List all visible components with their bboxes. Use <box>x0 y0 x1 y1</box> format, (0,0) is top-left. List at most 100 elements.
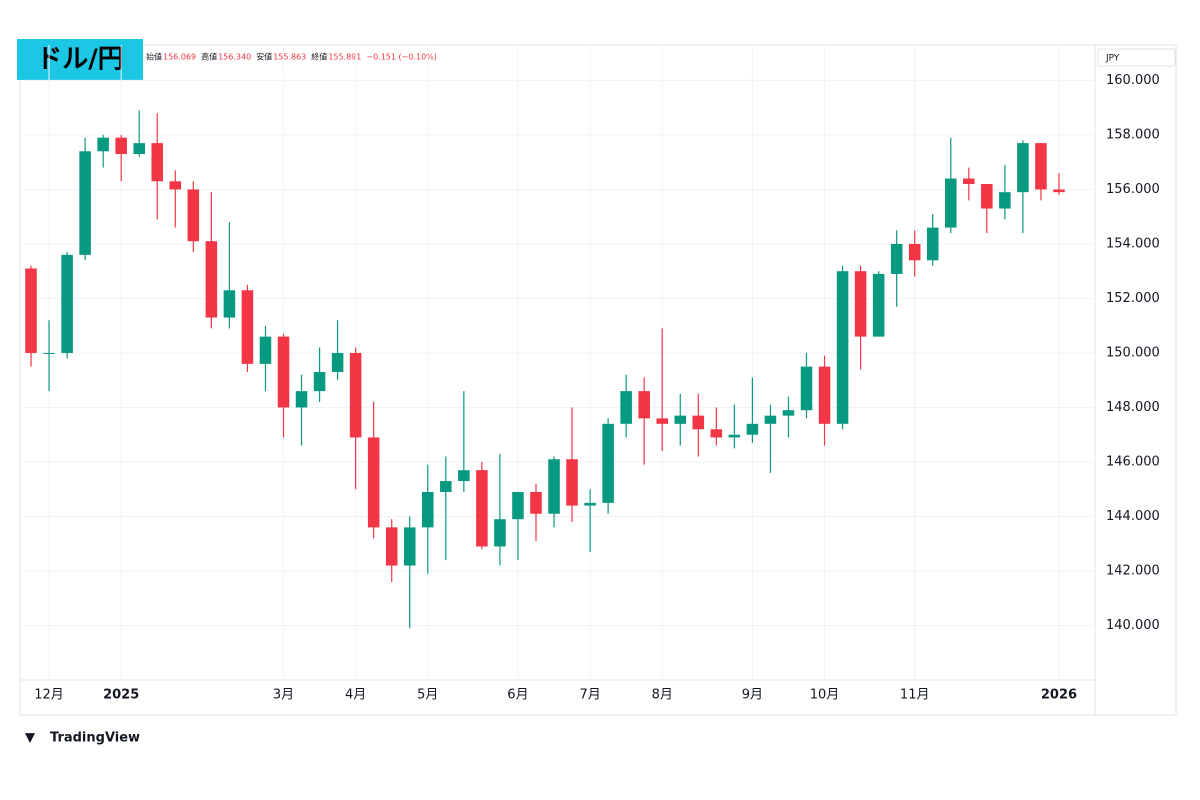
x-tick-label: 12月 <box>34 688 64 703</box>
candle-body <box>1035 143 1047 190</box>
candle-body <box>115 137 127 155</box>
candle-body <box>205 241 218 318</box>
candle-body <box>566 459 578 506</box>
x-tick-label: 8月 <box>652 688 673 703</box>
candle-body <box>656 418 668 424</box>
candle-body <box>764 415 777 424</box>
candle-body <box>476 470 488 547</box>
header-label: 安値 <box>256 52 272 62</box>
candle-body <box>782 410 795 416</box>
y-tick-label: 154.000 <box>1106 236 1160 251</box>
ohlc-header: 始値 156.069 高値 156.340 安値 155.863 終値 155.891 −0.1… <box>146 52 437 62</box>
candle-body <box>223 290 236 318</box>
candle-body <box>999 192 1011 209</box>
candle-body <box>79 151 91 255</box>
currency-label: JPY <box>1105 54 1120 64</box>
chart-title: ドル/円 <box>36 45 124 75</box>
candle-body <box>854 271 867 337</box>
x-tick-label: 7月 <box>579 688 600 703</box>
y-tick-label: 158.000 <box>1106 127 1160 142</box>
candle-body <box>981 183 993 209</box>
candle-body <box>584 502 596 506</box>
svg-text:▼: ▼ <box>25 731 35 746</box>
candle-body <box>710 429 723 438</box>
candle-body <box>945 178 957 228</box>
candle-body <box>458 470 470 482</box>
header-label: 終値 <box>311 52 327 62</box>
candle-body <box>530 491 542 514</box>
header-value: 156.340 <box>218 53 251 62</box>
candle-body <box>800 366 813 411</box>
x-tick-label: 3月 <box>273 688 294 703</box>
header-label: 高値 <box>201 52 217 62</box>
y-tick-label: 148.000 <box>1106 400 1160 415</box>
candle-body <box>313 372 326 392</box>
title-box <box>17 39 143 80</box>
header-value: 155.891 <box>328 53 361 62</box>
candle-body <box>151 143 164 182</box>
candle-body <box>97 137 109 152</box>
y-tick-label: 160.000 <box>1106 73 1160 88</box>
candle-body <box>602 423 614 503</box>
candle-body <box>963 178 975 184</box>
y-tick-label: 150.000 <box>1106 345 1160 360</box>
candle-body <box>692 415 705 430</box>
candle-body <box>512 491 524 520</box>
candle-body <box>133 143 145 155</box>
candle-body <box>169 181 182 190</box>
candle-body <box>422 491 434 528</box>
x-tick-label: 11月 <box>900 688 930 703</box>
candle-body <box>385 527 398 566</box>
candle-body <box>926 227 939 261</box>
x-tick-label: 10月 <box>810 688 840 703</box>
grid <box>20 45 1095 680</box>
x-tick-label: 4月 <box>345 688 366 703</box>
candle-body <box>548 459 560 514</box>
candle-body <box>1053 189 1065 193</box>
candle-body <box>259 336 272 364</box>
currency-box <box>1097 48 1176 67</box>
candle-body <box>349 352 362 438</box>
candle-body <box>836 271 849 424</box>
candle-body <box>187 189 200 242</box>
brand-name: TradingView <box>50 731 140 746</box>
candle-body <box>638 391 650 419</box>
candles <box>25 110 1065 629</box>
candle-body <box>331 352 344 373</box>
chart-frame <box>19 44 1177 716</box>
candle-body <box>25 268 37 353</box>
candle-body <box>295 391 308 408</box>
axes: 140.000 142.000 144.000 146.000 148.000 150.0… <box>34 73 1159 703</box>
candle-body <box>674 415 687 424</box>
candle-body <box>872 273 885 337</box>
candle-body <box>277 336 290 408</box>
candle-body <box>367 437 380 528</box>
y-tick-label: 142.000 <box>1106 563 1160 578</box>
x-tick-label: 9月 <box>742 688 763 703</box>
y-tick-label: 140.000 <box>1106 618 1160 633</box>
header-value: 156.069 <box>163 53 196 62</box>
candle-body <box>1017 143 1029 193</box>
y-tick-label: 146.000 <box>1106 454 1160 469</box>
brand: ▼ TradingView <box>25 731 140 746</box>
x-tick-label: 6月 <box>507 688 528 703</box>
candle-body <box>620 391 632 424</box>
candle-body <box>908 243 921 261</box>
candle-body <box>241 290 254 364</box>
header-value: 155.863 <box>273 53 306 62</box>
x-tick-label: 5月 <box>417 688 438 703</box>
candle-body <box>890 243 903 274</box>
x-tick-label: 2025 <box>103 688 139 703</box>
candle-body <box>728 434 741 438</box>
candle-body <box>494 519 506 547</box>
candle-body <box>43 352 55 354</box>
candle-body <box>61 254 73 353</box>
x-tick-label: 2026 <box>1041 688 1077 703</box>
candle-body <box>403 527 416 566</box>
header-value: −0.151 (−0.10%) <box>366 53 437 62</box>
candle-body <box>746 423 759 435</box>
y-tick-label: 152.000 <box>1106 291 1160 306</box>
header-label: 始値 <box>146 52 162 62</box>
